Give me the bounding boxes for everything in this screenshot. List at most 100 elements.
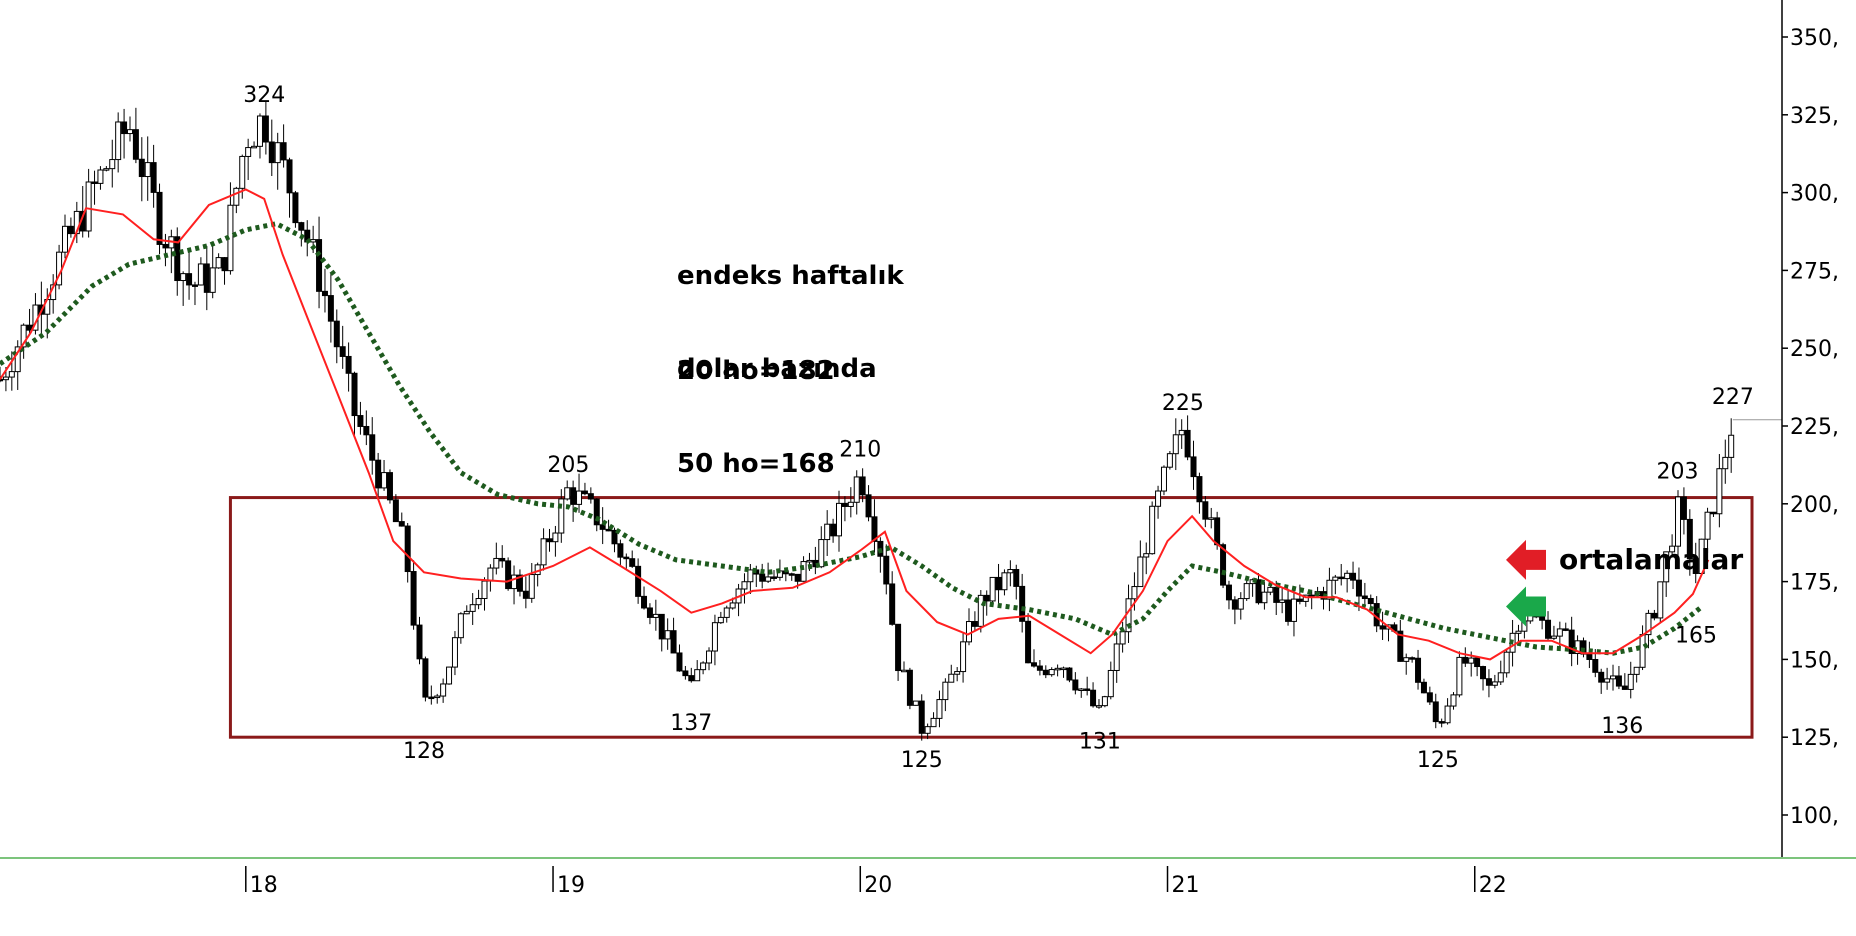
title-line-2: dolar bazında — [677, 354, 877, 384]
candle — [245, 138, 252, 180]
candle-body-up — [836, 502, 843, 537]
candle-body-up — [528, 574, 535, 599]
candle-body-down — [262, 115, 269, 143]
candle — [363, 410, 370, 446]
candle-body-down — [1651, 612, 1658, 619]
candle — [280, 124, 287, 168]
candle — [375, 452, 382, 498]
candle — [1474, 656, 1481, 677]
candle — [451, 631, 458, 676]
candle-body-up — [1403, 657, 1410, 662]
candle-body-down — [422, 658, 429, 698]
candle-body-down — [629, 558, 636, 567]
candle-body-down — [682, 670, 689, 677]
candle — [871, 499, 878, 553]
candle-body-down — [1202, 501, 1209, 520]
candle — [948, 664, 955, 683]
candle-body-down — [1426, 692, 1433, 703]
candle-body-down — [581, 490, 588, 495]
candle-body-down — [191, 284, 198, 287]
candle-body-down — [1462, 656, 1469, 664]
candle — [924, 723, 931, 740]
candle — [611, 527, 618, 553]
y-tick-label: 225, — [1790, 415, 1839, 440]
candle-body-down — [1568, 629, 1575, 655]
candle — [930, 712, 937, 728]
candle — [629, 550, 636, 568]
candle — [570, 480, 577, 522]
candle-body-up — [1237, 598, 1244, 610]
candle — [1627, 661, 1634, 699]
candle-body-up — [1657, 581, 1664, 619]
candle — [392, 494, 399, 523]
candle-body-up — [1208, 517, 1215, 520]
candle — [115, 112, 122, 173]
candle-body-up — [1491, 681, 1498, 686]
candle-body-up — [1556, 628, 1563, 637]
candle — [1604, 667, 1611, 690]
candle-body-down — [522, 590, 529, 599]
candle-body-up — [1001, 572, 1008, 591]
candle — [221, 257, 228, 285]
candle-body-down — [570, 487, 577, 505]
candle-body-down — [1285, 599, 1292, 622]
candle-body-down — [268, 141, 275, 164]
candle-body-down — [1255, 579, 1262, 604]
annotation-label: 136 — [1601, 714, 1643, 739]
candle-body-down — [1710, 511, 1717, 515]
candle-body-up — [723, 607, 730, 618]
candle-body-down — [1036, 665, 1043, 671]
candle-body-up — [1645, 612, 1652, 636]
candle — [895, 623, 902, 681]
candle-body-down — [670, 630, 677, 654]
candle — [1586, 641, 1593, 669]
candle — [564, 480, 571, 501]
candle-body-down — [1350, 572, 1357, 581]
candle — [1633, 666, 1640, 683]
candle-body-up — [2, 376, 9, 381]
candle-body-down — [995, 576, 1002, 591]
candle-body-up — [1675, 496, 1682, 547]
candle-body-down — [345, 355, 352, 374]
candle-body-down — [392, 499, 399, 523]
candle-body-up — [1149, 505, 1156, 555]
candles-layer — [0, 101, 1735, 741]
candle — [109, 139, 116, 188]
candle — [942, 678, 949, 712]
candle-body-down — [635, 565, 642, 597]
candle-body-up — [20, 324, 27, 348]
candle-body-up — [765, 576, 772, 582]
candle-body-down — [1190, 456, 1197, 478]
candle — [676, 644, 683, 672]
candle — [156, 183, 163, 255]
candle-body-down — [1438, 721, 1445, 724]
candle — [1172, 418, 1179, 471]
candle-body-down — [788, 573, 795, 576]
candle-body-up — [487, 567, 494, 582]
candle — [635, 558, 642, 604]
candle — [516, 569, 523, 597]
green-arrow-icon — [1506, 586, 1546, 627]
candle-body-up — [552, 532, 559, 543]
candle — [771, 570, 778, 582]
candle-body-up — [924, 726, 931, 734]
candle — [138, 137, 145, 202]
candle — [1651, 609, 1658, 621]
candle — [1101, 695, 1108, 708]
candle — [256, 113, 263, 159]
candle-body-down — [794, 573, 801, 582]
candle-body-up — [1704, 511, 1711, 540]
candle-body-down — [327, 295, 334, 322]
candle-body-up — [900, 669, 907, 673]
chart-title: endeks haftalık dolar bazında — [677, 199, 904, 416]
candle-body-up — [1669, 545, 1676, 553]
y-tick-label: 300, — [1790, 182, 1839, 207]
candle — [1208, 507, 1215, 529]
candle-body-up — [1290, 598, 1297, 622]
candle-body-up — [711, 622, 718, 652]
candle-body-up — [1007, 569, 1014, 574]
candle — [688, 667, 695, 683]
candle-body-down — [1273, 586, 1280, 603]
annotation-label: 210 — [839, 438, 881, 463]
candle — [351, 371, 358, 437]
